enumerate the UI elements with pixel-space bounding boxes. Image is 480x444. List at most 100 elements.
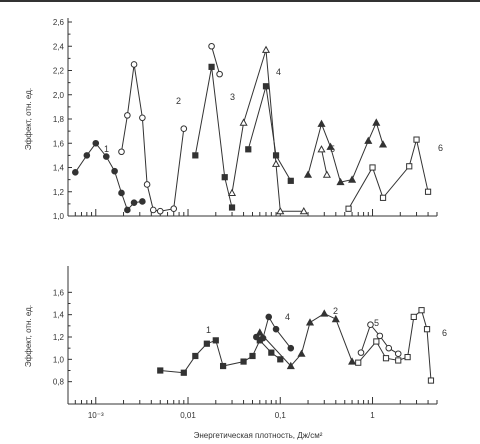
top-series-2-point: [170, 205, 178, 213]
top-y-tick-label: 1,8: [53, 115, 65, 124]
top-curve-label-4: 4: [276, 67, 281, 77]
top-series-1-point: [139, 198, 146, 205]
top-series-4-line: [247, 86, 292, 182]
x-tick-label: 0,1: [275, 411, 287, 420]
bottom-series-1-point: [240, 358, 247, 365]
bottom-series-2-point: [331, 314, 340, 323]
top-series-5-point: [322, 170, 331, 178]
top-series-4-point: [227, 188, 237, 196]
top-series-5-point: [326, 142, 335, 150]
bottom-y-tick-label: 0,8: [53, 378, 65, 387]
bottom-y-tick-label: 1,2: [53, 333, 65, 342]
top-series-2-line: [121, 64, 185, 212]
bottom-series-2-point: [286, 361, 295, 370]
bottom-y-tick-label: 1,0: [53, 355, 65, 364]
top-series-4-point: [299, 206, 308, 215]
top-series-3-point: [192, 152, 199, 159]
top-series-3-line: [211, 46, 221, 75]
top-series-3-point: [221, 174, 228, 181]
top-curve-label-3: 3: [230, 92, 235, 102]
top-series-5-point: [378, 140, 388, 148]
top-series-2-point: [130, 61, 138, 68]
bottom-series-5-line: [360, 323, 399, 355]
top-y-axis-label: Эффект, отн. ед.: [24, 88, 33, 150]
bottom-series-1-point: [157, 367, 164, 374]
bottom-y-tick-label: 1,6: [53, 288, 65, 297]
bottom-series-5-point: [367, 321, 374, 329]
top-y-tick-label: 1,4: [53, 164, 65, 173]
top-series-3-point: [216, 70, 223, 78]
bottom-series-1-point: [277, 356, 284, 363]
bottom-series-2-point: [297, 349, 306, 357]
top-series-6-point: [379, 194, 387, 201]
x-tick-label: 0,01: [180, 411, 196, 420]
top-series-2-point: [139, 114, 146, 122]
bottom-series-1-point: [192, 352, 199, 360]
top-series-5-point: [364, 136, 373, 144]
top-y-tick-label: 1,6: [53, 139, 65, 148]
bottom-series-1-point: [249, 352, 256, 360]
top-series-4-point: [271, 159, 281, 167]
top-series-5-point: [372, 118, 381, 126]
bottom-series-1-point: [219, 362, 227, 370]
top-series-1-point: [124, 206, 131, 214]
top-y-tick-label: 1,2: [53, 188, 65, 197]
bottom-series-2-point: [320, 309, 329, 317]
top-series-4-point: [272, 152, 280, 159]
top-series-5-point: [336, 177, 345, 186]
bottom-series-6-point: [427, 377, 435, 384]
bottom-series-6-point: [373, 338, 380, 345]
top-series-1-point: [83, 152, 91, 159]
bottom-curve-label-4: 4: [285, 312, 290, 322]
top-series-4-point: [262, 83, 270, 90]
top-series-4-point: [276, 206, 285, 215]
bottom-curve-label-5: 5: [374, 318, 379, 328]
top-curve-label-6: 6: [438, 143, 443, 153]
bottom-series-5-point: [394, 350, 402, 358]
top-series-4-point: [245, 146, 252, 153]
bottom-series-1-point: [203, 340, 210, 347]
top-series-1-point: [102, 153, 110, 160]
bottom-series-2-point: [348, 357, 357, 365]
top-series-4-point: [287, 177, 294, 184]
top-series-6-point: [369, 164, 376, 171]
bottom-series-2-point: [305, 318, 315, 326]
top-series-2-point: [124, 112, 131, 119]
top-curve-label-5: 5: [330, 144, 335, 154]
bottom-series-6-point: [355, 359, 362, 366]
top-curve-label-1: 1: [104, 144, 109, 154]
bottom-series-2-point: [255, 328, 264, 336]
top-series-3-point: [208, 63, 215, 70]
top-series-4-point: [261, 45, 271, 53]
bottom-series-6-point: [395, 357, 402, 364]
bottom-series-6-point: [418, 307, 425, 314]
top-series-1-point: [118, 189, 125, 197]
top-y-tick-label: 2,0: [53, 91, 65, 100]
top-rule: [0, 0, 480, 2]
bottom-curve-label-1: 1: [206, 325, 211, 335]
bottom-curve-label-6: 6: [442, 328, 447, 338]
bottom-series-1-point: [180, 369, 187, 376]
bottom-series-1-point: [212, 337, 219, 344]
bottom-series-6-point: [423, 326, 431, 333]
top-series-3-point: [228, 204, 236, 211]
top-series-5-point: [317, 119, 326, 127]
top-series-5-point: [348, 175, 357, 183]
top-y-tick-label: 2,6: [53, 18, 65, 27]
top-series-2-point: [180, 125, 188, 132]
bottom-series-6-point: [404, 354, 411, 361]
bottom-curve-label-2: 2: [333, 306, 338, 316]
top-curve-label-2: 2: [176, 96, 181, 106]
top-y-tick-label: 2,2: [53, 67, 65, 76]
top-series-3-line: [194, 66, 233, 208]
top-series-6-point: [406, 163, 413, 170]
top-series-2-point: [143, 181, 151, 188]
bottom-series-6-point: [410, 313, 417, 320]
bottom-series-6-point: [382, 355, 390, 362]
top-series-2-point: [156, 207, 164, 215]
top-series-5-point: [317, 145, 326, 153]
top-series-2-point: [118, 148, 125, 156]
top-series-1-point: [92, 139, 100, 147]
x-axis-label: Энергетическая плотность, Дж/см²: [194, 431, 323, 440]
